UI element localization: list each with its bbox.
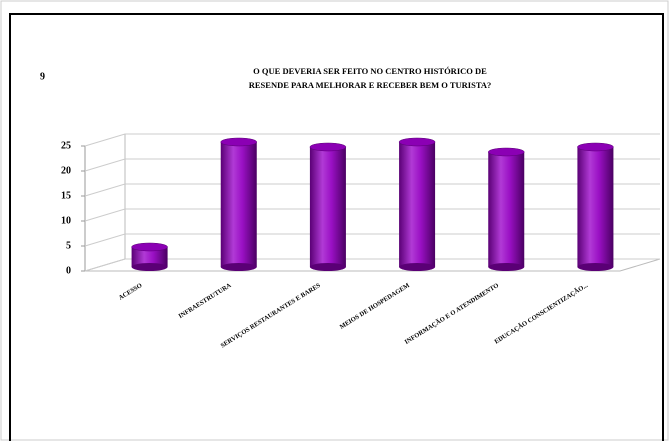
y-tick-label: 0 — [66, 265, 71, 276]
bar-base — [309, 263, 346, 271]
chart-title: O QUE DEVERIA SER FEITO NO CENTRO HISTÓR… — [253, 66, 487, 76]
grid-line — [84, 233, 660, 247]
bar-top — [220, 137, 257, 147]
bar-top — [577, 142, 614, 152]
bar — [488, 152, 525, 267]
bar — [399, 142, 436, 267]
bar — [577, 147, 614, 267]
bar — [309, 147, 346, 267]
grid-line — [84, 258, 660, 272]
bar-top — [398, 137, 436, 147]
chart-title: RESENDE PARA MELHORAR E RECEBER BEM O TU… — [249, 80, 492, 90]
y-tick-label: 15 — [61, 190, 71, 201]
page-number: 9 — [40, 71, 45, 82]
bar-top — [488, 147, 525, 157]
y-tick-label: 20 — [61, 165, 71, 176]
y-tick-label: 25 — [61, 140, 71, 151]
bar-base — [131, 263, 168, 271]
y-tick-label: 10 — [61, 215, 71, 226]
bar — [131, 247, 168, 267]
grid-line — [84, 133, 660, 147]
bar-top — [309, 142, 347, 152]
y-tick-label: 5 — [66, 240, 71, 251]
grid-line — [84, 183, 660, 197]
bar-base — [399, 263, 436, 271]
grid-line — [84, 208, 660, 222]
grid-line — [84, 158, 660, 172]
bar-top — [131, 242, 168, 252]
bar-base — [220, 263, 257, 271]
frame — [9, 13, 664, 441]
bar-base — [488, 263, 525, 271]
bar-base — [577, 263, 614, 271]
bar — [220, 142, 257, 267]
